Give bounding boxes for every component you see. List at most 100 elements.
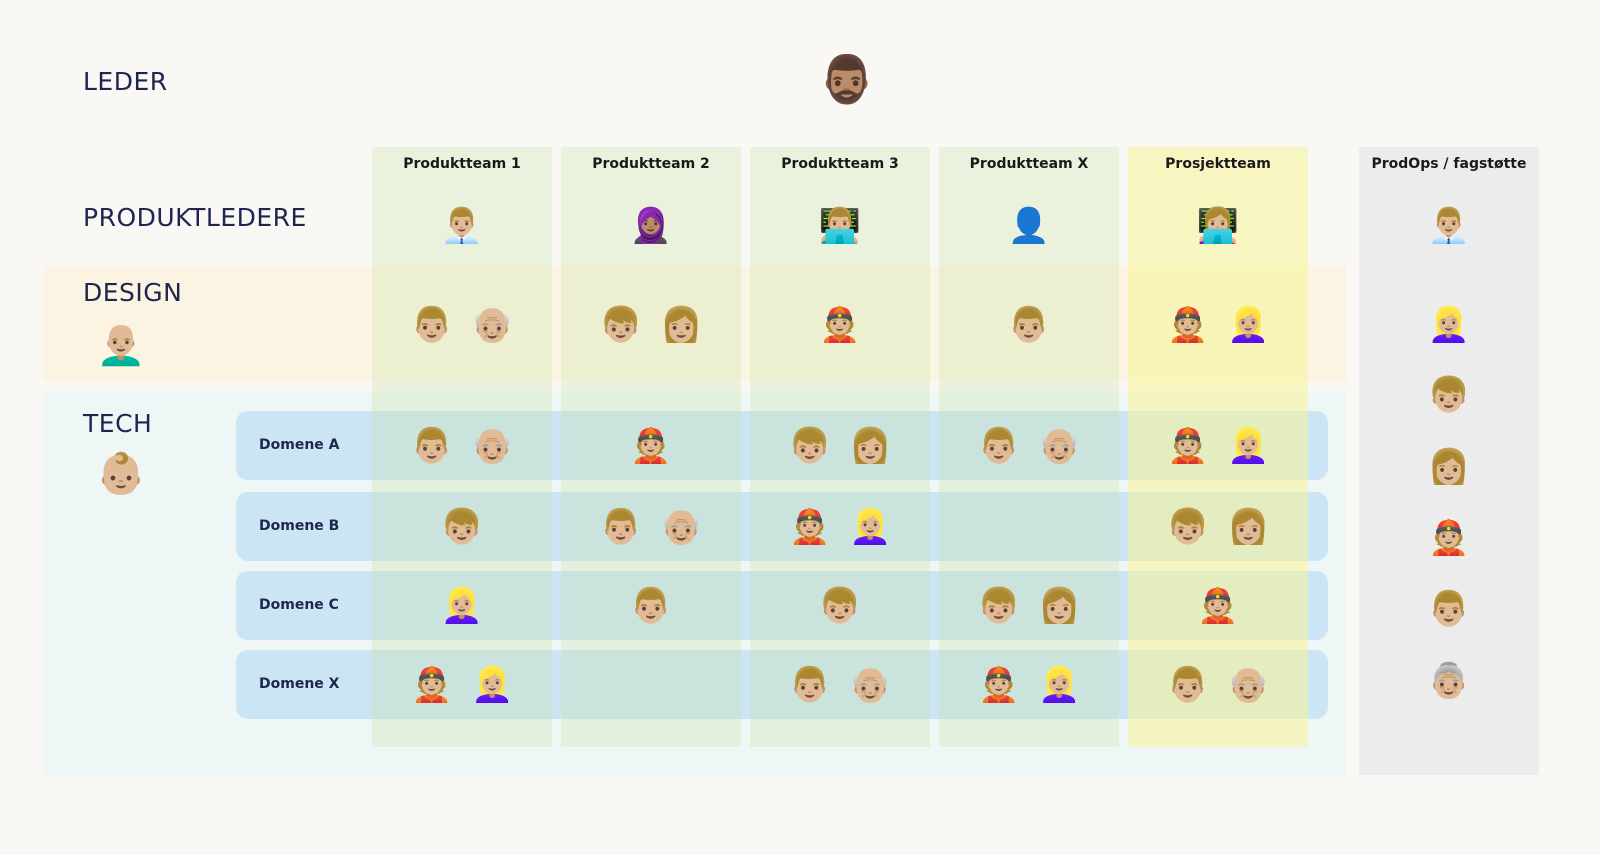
product-manager-cell: 👩🏼‍💻 (1128, 196, 1308, 256)
design-cell: 👨🏼 👴🏼 (372, 290, 552, 359)
product-manager-icon: 🧕🏽 (629, 206, 673, 246)
developer-icon: 👱🏼‍♀️ (440, 585, 484, 626)
domain-cell: 👨🏼 👴🏼 (372, 411, 552, 480)
domain-cell: 👦🏼 (372, 492, 552, 561)
domain-cell: 👨🏼 👴🏼 (750, 650, 930, 719)
developer-icon: 👲🏼 (977, 664, 1020, 705)
product-manager-cell: 🧕🏽 (561, 196, 741, 256)
developer-icon: 👱🏼‍♀️ (471, 664, 514, 705)
developer-icon: 👴🏼 (1227, 664, 1270, 705)
tech-lead-icon: 👶🏼 (96, 451, 146, 497)
developer-icon: 👴🏼 (660, 506, 703, 547)
team-column-title: Produktteam X (969, 156, 1089, 172)
developer-icon: 👦🏼 (788, 425, 831, 466)
developer-icon: 👲🏼 (410, 664, 453, 705)
developer-icon: 👦🏼 (977, 585, 1020, 626)
prodops-lead-cell: 👨🏼‍💼 (1359, 196, 1539, 256)
domain-cell: 👲🏼 👱🏼‍♀️ (1128, 411, 1308, 480)
section-product-leaders: PRODUKTLEDERE (83, 203, 307, 232)
product-manager-cell: 👨🏼‍💻 (750, 196, 930, 256)
developer-icon: 👴🏼 (1038, 425, 1081, 466)
developer-icon: 👲🏼 (629, 425, 673, 466)
designer-icon: 👲🏼 (818, 304, 862, 345)
developer-icon: 👴🏼 (471, 425, 514, 466)
prodops-member-cell: 👨🏼 (1359, 574, 1539, 643)
team-column-title: Produktteam 2 (592, 156, 710, 172)
team-column (372, 147, 552, 747)
developer-icon: 👲🏼 (1196, 585, 1240, 626)
team-column-title: Produktteam 1 (403, 156, 521, 172)
domain-cell: 👲🏼 (1128, 571, 1308, 640)
prodops-column-title: ProdOps / fagstøtte (1371, 156, 1527, 172)
prodops-member-cell: 👵🏼 (1359, 646, 1539, 715)
developer-icon: 👨🏼 (410, 425, 453, 466)
section-design: DESIGN (83, 278, 183, 307)
developer-icon: 👱🏼‍♀️ (849, 506, 892, 547)
domain-cell: 👲🏼 👱🏼‍♀️ (750, 492, 930, 561)
developer-icon: 👦🏼 (440, 506, 484, 547)
domain-cell: 👲🏼 👱🏼‍♀️ (372, 650, 552, 719)
developer-icon: 👲🏼 (788, 506, 831, 547)
developer-icon: 👩🏼 (1038, 585, 1081, 626)
product-manager-icon: 👨🏼‍💻 (818, 206, 862, 246)
prodops-member-cell: 👦🏼 (1359, 360, 1539, 429)
prodops-member-icon: 👩🏼 (1427, 446, 1471, 487)
design-cell: 👲🏼 (750, 290, 930, 359)
designer-icon: 👦🏼 (599, 304, 642, 345)
team-column-title: Produktteam 3 (781, 156, 899, 172)
domain-cell: 👲🏼 (561, 411, 741, 480)
team-column-title: Prosjektteam (1165, 156, 1271, 172)
section-tech: TECH (83, 409, 153, 438)
designer-icon: 👩🏼 (660, 304, 703, 345)
team-column (939, 147, 1119, 747)
design-cell: 👦🏼 👩🏼 (561, 290, 741, 359)
domain-cell: 👨🏼 👴🏼 (939, 411, 1119, 480)
domain-cell: 👱🏼‍♀️ (372, 571, 552, 640)
design-cell: 👨🏼 (939, 290, 1119, 359)
domain-row-label: Domene X (259, 676, 340, 692)
design-cell: 👲🏼 👱🏼‍♀️ (1128, 290, 1308, 359)
prodops-member-icon: 👨🏼 (1427, 588, 1471, 629)
developer-icon: 👱🏼‍♀️ (1227, 425, 1270, 466)
prodops-member-cell: 👱🏼‍♀️ (1359, 290, 1539, 359)
team-column (561, 147, 741, 747)
developer-icon: 👲🏼 (1166, 425, 1209, 466)
team-column (1128, 147, 1308, 747)
prodops-member-icon: 👦🏼 (1427, 374, 1471, 415)
product-manager-icon: 👨🏼‍💼 (440, 206, 484, 246)
prodops-member-icon: 👵🏼 (1427, 660, 1471, 701)
prodops-member-icon: 👱🏼‍♀️ (1427, 304, 1471, 345)
domain-cell (561, 650, 741, 719)
developer-icon: 👦🏼 (1166, 506, 1209, 547)
domain-cell: 👦🏼 (750, 571, 930, 640)
designer-icon: 👨🏼 (410, 304, 453, 345)
developer-icon: 👨🏼 (788, 664, 831, 705)
domain-row-label: Domene A (259, 437, 340, 453)
prodops-member-cell: 👩🏼 (1359, 432, 1539, 501)
developer-icon: 👨🏼 (1166, 664, 1209, 705)
product-manager-icon: 👤 (1007, 206, 1051, 246)
domain-cell: 👦🏼 👩🏼 (939, 571, 1119, 640)
developer-icon: 👨🏼 (599, 506, 642, 547)
developer-icon: 👨🏼 (977, 425, 1020, 466)
domain-cell: 👦🏼 👩🏼 (750, 411, 930, 480)
prodops-member-icon: 👲🏼 (1427, 517, 1471, 558)
domain-cell: 👨🏼 👴🏼 (1128, 650, 1308, 719)
designer-icon: 👲🏼 (1166, 304, 1209, 345)
section-leader: LEDER (83, 67, 168, 96)
domain-row-label: Domene C (259, 597, 339, 613)
domain-cell (939, 492, 1119, 561)
developer-icon: 👴🏼 (849, 664, 892, 705)
product-manager-cell: 👤 (939, 196, 1119, 256)
domain-cell: 👨🏼 (561, 571, 741, 640)
design-lead-icon: 👨🏼‍🦲 (96, 322, 146, 368)
developer-icon: 👦🏼 (818, 585, 862, 626)
developer-icon: 👩🏼 (1227, 506, 1270, 547)
domain-cell: 👨🏼 👴🏼 (561, 492, 741, 561)
team-column (750, 147, 930, 747)
domain-cell: 👦🏼 👩🏼 (1128, 492, 1308, 561)
developer-icon: 👩🏼 (849, 425, 892, 466)
developer-icon: 👱🏼‍♀️ (1038, 664, 1081, 705)
prodops-column (1359, 147, 1539, 775)
designer-icon: 👨🏼 (1007, 304, 1051, 345)
